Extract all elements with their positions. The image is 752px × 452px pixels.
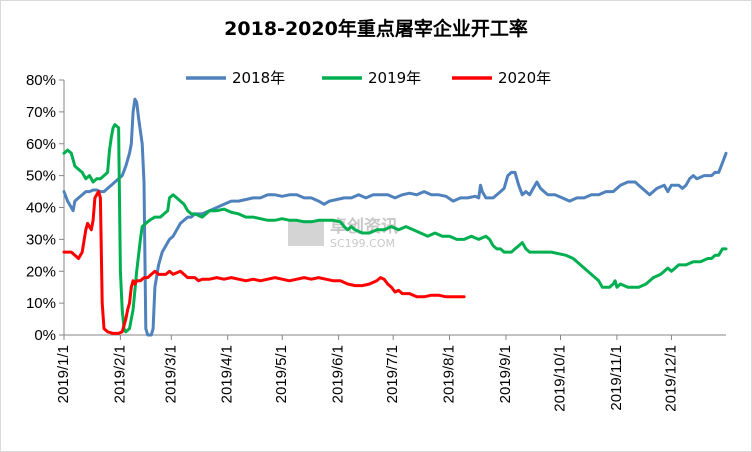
x-tick-label: 2019/5/1 [273, 345, 290, 403]
x-tick-label: 2019/11/1 [608, 345, 625, 411]
watermark-url: SC199.COM [330, 237, 395, 250]
y-tick-label: 60% [26, 136, 56, 153]
series-line-2019年 [62, 123, 728, 334]
chart-title: 2018-2020年重点屠宰企业开工率 [224, 18, 528, 40]
axes: 0% 10% 20% 30% 40% 50% 60% 70% 80% 2019/1/1 2019/2… [26, 72, 726, 412]
x-tick-label: 2019/3/1 [162, 345, 179, 403]
y-tick-label: 30% [26, 231, 56, 248]
y-tick-label: 40% [26, 200, 56, 217]
y-tick-label: 0% [34, 327, 56, 344]
watermark-logo [288, 220, 324, 246]
y-tick-label: 20% [26, 263, 56, 280]
watermark-text: 卓创资讯 [330, 216, 398, 237]
legend-label: 2019年 [368, 69, 421, 87]
legend: 2018年 2019年 2020年 [186, 69, 551, 87]
x-tick-label: 2019/8/1 [441, 345, 458, 403]
x-tick-label: 2019/1/1 [55, 345, 72, 403]
legend-label: 2018年 [232, 69, 285, 87]
y-tick-label: 50% [26, 168, 56, 185]
legend-label: 2020年 [498, 69, 551, 87]
y-tick-label: 10% [26, 295, 56, 312]
x-tick-label: 2019/12/1 [662, 345, 679, 412]
series-lines [62, 97, 728, 337]
y-tick-label: 70% [26, 104, 56, 121]
y-tick-label: 80% [26, 72, 56, 89]
x-tick-label: 2019/9/1 [497, 345, 514, 403]
series-line-2020年 [62, 190, 466, 335]
series-line-2018年 [62, 97, 728, 337]
x-tick-label: 2019/10/1 [552, 345, 569, 412]
x-tick-label: 2019/2/1 [111, 345, 128, 403]
x-tick-label: 2019/7/1 [384, 345, 401, 403]
x-tick-label: 2019/6/1 [330, 345, 347, 403]
x-tick-label: 2019/4/1 [219, 345, 236, 403]
